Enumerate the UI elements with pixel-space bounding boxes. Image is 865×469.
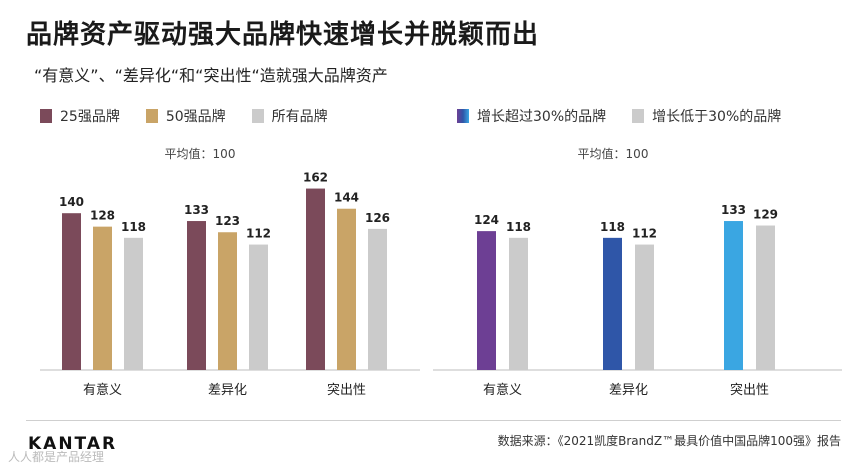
legend-swatch-under30 — [632, 109, 645, 123]
legend-right: 增长超过30%的品牌 增长低于30%的品牌 — [457, 106, 807, 126]
source-note: 数据来源：《2021凯度BrandZ™最具价值中国品牌100强》报告 — [497, 434, 841, 448]
legend-label-top25: 25强品牌 — [60, 109, 120, 125]
footer-divider — [26, 420, 841, 421]
bar-right-0-0 — [477, 231, 496, 370]
bar-label-right-0-1: 118 — [506, 220, 531, 234]
legend-item-over30: 增长超过30%的品牌 — [457, 106, 606, 126]
category-label-right-1: 差异化 — [609, 383, 648, 398]
bar-label-right-0-0: 124 — [474, 213, 499, 227]
category-label-right-2: 突出性 — [730, 382, 769, 398]
bar-label-left-2-2: 126 — [365, 211, 390, 225]
bar-label-left-0-2: 118 — [121, 220, 146, 234]
bar-left-2-2 — [368, 228, 387, 370]
legend-label-all: 所有品牌 — [271, 109, 328, 125]
bar-left-1-0 — [187, 221, 206, 370]
bar-label-left-1-0: 133 — [184, 203, 209, 217]
category-label-left-1: 差异化 — [208, 383, 247, 398]
legend-swatch-over30 — [457, 109, 469, 123]
legend-item-under30: 增长低于30%的品牌 — [632, 106, 781, 126]
bar-left-0-1 — [93, 226, 112, 370]
bar-right-2-0 — [724, 221, 743, 370]
average-note-left: 平均值：100 — [165, 146, 236, 161]
bar-label-left-1-2: 112 — [246, 227, 271, 241]
bar-right-0-1 — [509, 237, 528, 370]
bar-left-1-1 — [218, 232, 237, 370]
bar-left-1-2 — [249, 244, 268, 370]
legend-swatch-top50 — [145, 109, 158, 123]
category-label-left-0: 有意义 — [83, 382, 122, 398]
bar-label-right-2-1: 129 — [753, 208, 778, 222]
bar-label-left-0-1: 128 — [90, 209, 115, 223]
legend-swatch-all — [251, 109, 264, 123]
bar-left-0-2 — [124, 237, 143, 370]
bar-left-2-1 — [337, 208, 356, 370]
legend-swatch-top25 — [40, 109, 52, 123]
bar-right-2-1 — [756, 225, 775, 370]
kantar-logo: KANTAR — [28, 434, 118, 454]
legend-label-over30: 增长超过30%的品牌 — [477, 109, 607, 125]
legend-item-all: 所有品牌 — [251, 106, 328, 126]
bar-right-1-1 — [635, 244, 654, 370]
bar-left-0-0 — [62, 213, 81, 370]
bar-label-left-2-1: 144 — [334, 191, 359, 205]
chart-subtitle: “有意义”、“差异化“和“突出性“造就强大品牌资产 — [34, 66, 388, 85]
legend-label-under30: 增长低于30%的品牌 — [652, 109, 782, 125]
category-label-right-0: 有意义 — [483, 382, 522, 398]
average-note-right: 平均值：100 — [578, 146, 649, 161]
chart-title: 品牌资产驱动强大品牌快速增长并脱颖而出 — [26, 20, 540, 50]
legend-item-top25: 25强品牌 — [40, 106, 120, 126]
legend-item-top50: 50强品牌 — [145, 106, 226, 126]
legend-left: 25强品牌 50强品牌 所有品牌 — [40, 106, 354, 126]
bar-label-left-0-0: 140 — [59, 195, 84, 209]
bar-left-2-0 — [306, 188, 325, 370]
bar-label-right-2-0: 133 — [721, 203, 746, 217]
bar-right-1-0 — [603, 237, 622, 370]
category-label-left-2: 突出性 — [327, 382, 366, 398]
bar-label-left-1-1: 123 — [215, 214, 240, 228]
bar-label-right-1-0: 118 — [600, 220, 625, 234]
legend-label-top50: 50强品牌 — [165, 109, 226, 125]
bar-label-right-1-1: 112 — [632, 227, 657, 241]
bar-label-left-2-0: 162 — [303, 171, 328, 185]
watermark: 人人都是产品经理 — [8, 450, 105, 464]
